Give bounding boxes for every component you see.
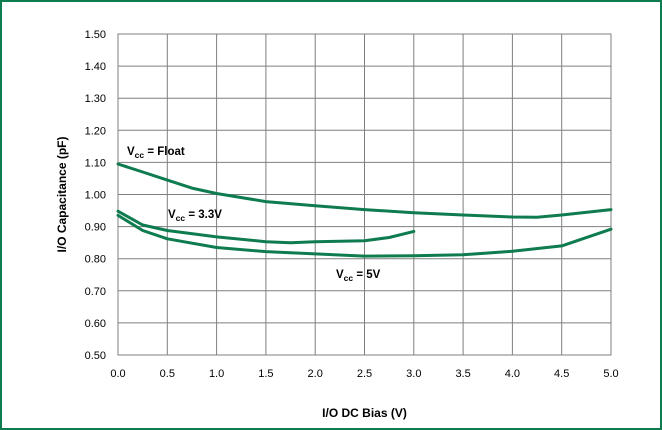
series-layer	[116, 162, 613, 258]
x-tick-label: 4.5	[554, 368, 569, 380]
x-tick-label: 1.0	[209, 368, 224, 380]
x-tick-label: 0.5	[160, 368, 175, 380]
y-tick-label: 1.20	[85, 125, 106, 137]
y-tick-label: 0.70	[85, 286, 106, 298]
y-tick-label: 0.60	[85, 318, 106, 330]
x-axis-title: I/O DC Bias (V)	[322, 406, 407, 420]
x-tick-label: 5.0	[603, 368, 618, 380]
series-label-5v: Vcc = 5V	[336, 269, 381, 283]
series-line-3v3	[116, 209, 416, 245]
y-tick-label: 1.00	[85, 190, 106, 202]
y-tick-label: 0.80	[85, 254, 106, 266]
series-labels: Vcc = Float Vcc = 3.3V Vcc = 5V	[127, 146, 381, 283]
series-line-5v	[116, 213, 613, 258]
y-tick-label: 1.10	[85, 157, 106, 169]
tick-labels: 0.0 0.5 1.0 1.5 2.0 2.5 3.0 3.5 4.0 4.5 5.0 0.50 0.6…	[85, 29, 619, 380]
series-line-float	[116, 162, 613, 219]
plot-border	[117, 33, 612, 356]
series-label-3v3: Vcc = 3.3V	[168, 209, 222, 223]
y-tick-label: 1.30	[85, 93, 106, 105]
x-tick-label: 4.0	[505, 368, 520, 380]
series-label-float: Vcc = Float	[127, 146, 185, 160]
grid	[117, 33, 612, 356]
y-tick-label: 1.50	[85, 29, 106, 41]
x-tick-label: 2.0	[308, 368, 323, 380]
x-tick-label: 0.0	[110, 368, 125, 380]
x-tick-label: 2.5	[357, 368, 372, 380]
x-tick-label: 1.5	[258, 368, 273, 380]
y-tick-label: 0.90	[85, 222, 106, 234]
y-tick-label: 0.50	[85, 350, 106, 362]
y-axis-title: I/O Capacitance (pF)	[55, 136, 69, 252]
x-tick-label: 3.0	[406, 368, 421, 380]
x-tick-label: 3.5	[455, 368, 470, 380]
y-tick-label: 1.40	[85, 61, 106, 73]
